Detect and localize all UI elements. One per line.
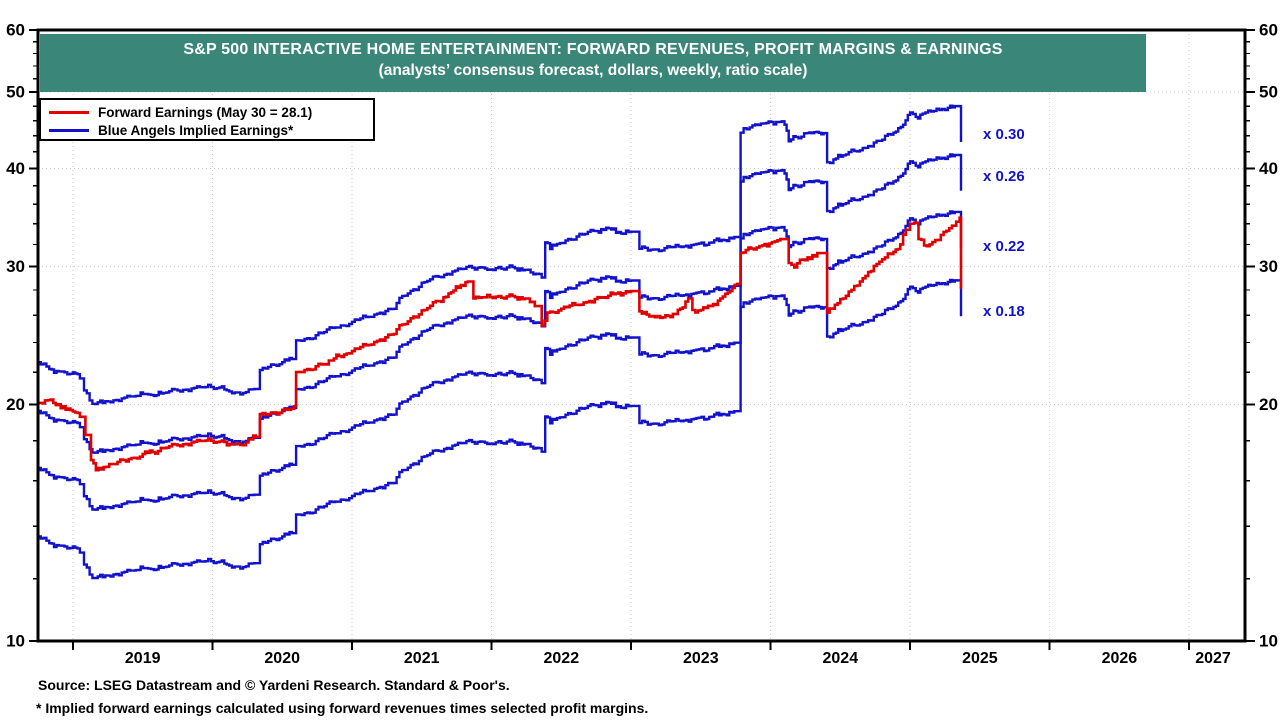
y-axis-label-left: 60 [6, 21, 25, 40]
forward-earnings-line [38, 216, 963, 472]
y-axis-label-right: 60 [1259, 21, 1278, 40]
y-axis-label-right: 30 [1259, 257, 1278, 276]
chart-title-banner: S&P 500 INTERACTIVE HOME ENTERTAINMENT: … [40, 34, 1146, 92]
x-year-label: 2026 [1102, 650, 1138, 667]
footnote-text: * Implied forward earnings calculated us… [36, 700, 649, 716]
legend-box: Forward Earnings (May 30 = 28.1) Blue An… [39, 98, 375, 141]
chart-subtitle: (analysts’ consensus forecast, dollars, … [378, 62, 808, 79]
legend-item-forward-earnings: Forward Earnings (May 30 = 28.1) [49, 103, 373, 121]
margin-label-x030: x 0.30 [983, 125, 1025, 143]
chart-title: S&P 500 INTERACTIVE HOME ENTERTAINMENT: … [183, 41, 1003, 58]
y-axis-label-right: 10 [1259, 632, 1278, 651]
implied-earnings-line-x0.18 [38, 278, 963, 580]
y-axis-label-right: 40 [1259, 159, 1278, 178]
red-line-swatch [49, 110, 89, 114]
x-year-label: 2024 [823, 650, 859, 667]
x-year-label: 2023 [683, 650, 719, 667]
implied-earnings-line-x0.30 [38, 104, 963, 406]
legend-item-implied-earnings: Blue Angels Implied Earnings* [49, 121, 373, 139]
margin-label-x026: x 0.26 [983, 167, 1025, 185]
x-year-label: 2025 [962, 650, 998, 667]
x-year-label: 2027 [1195, 650, 1231, 667]
plot-frame [36, 28, 1247, 643]
y-axis-label-left: 40 [6, 159, 25, 178]
implied-earnings-line-x0.26 [38, 153, 963, 454]
y-axis-label-left: 10 [6, 632, 25, 651]
y-axis-label-right: 20 [1259, 395, 1278, 414]
implied-earnings-line-x0.22 [38, 210, 963, 511]
margin-label-x018: x 0.18 [983, 302, 1025, 320]
y-axis-label-left: 30 [6, 257, 25, 276]
x-year-label: 2020 [264, 650, 300, 667]
y-axis-label-right: 50 [1259, 83, 1278, 102]
source-text: Source: LSEG Datastream and © Yardeni Re… [38, 677, 510, 693]
y-axis-label-left: 20 [6, 395, 25, 414]
blue-line-swatch [49, 128, 89, 132]
x-year-label: 2022 [544, 650, 580, 667]
x-year-label: 2021 [404, 650, 440, 667]
legend-label: Blue Angels Implied Earnings* [98, 122, 294, 138]
margin-label-x022: x 0.22 [983, 237, 1025, 255]
y-axis-label-left: 50 [6, 83, 25, 102]
x-year-label: 2019 [125, 650, 161, 667]
legend-label: Forward Earnings (May 30 = 28.1) [98, 104, 313, 120]
